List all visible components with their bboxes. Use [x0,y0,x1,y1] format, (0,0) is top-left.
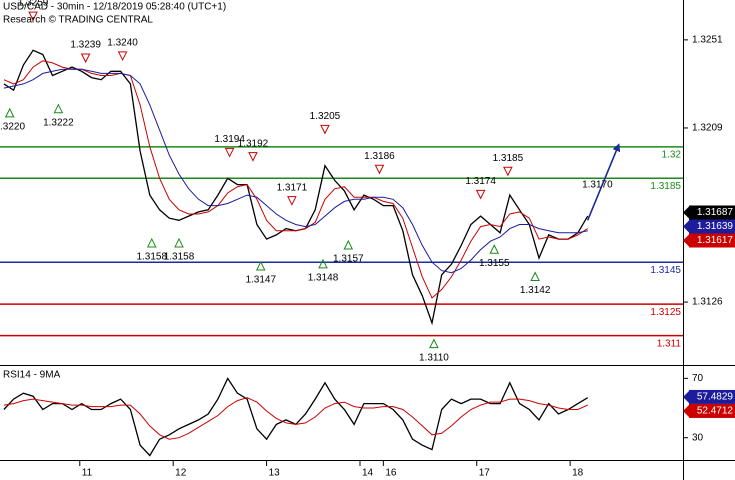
badge-pointer [683,389,690,404]
pivot-label: 1.3155 [479,258,510,269]
y-tick-label: 1.3251 [692,34,723,45]
level-label: 1.32 [662,149,682,160]
value-badge-label: 1.31639 [697,221,734,232]
level-label: 1.3145 [650,265,681,276]
pivot-label: 1.3185 [493,153,524,164]
pivot-label: 1.3192 [238,138,269,149]
pivot-high-marker [28,11,38,22]
rsi-title: RSI14 - 9MA [3,370,61,381]
pivot-low-marker [255,260,266,271]
value-badge-label: 57.4829 [697,392,734,403]
level-label: 1.3125 [650,307,681,318]
plot-area [0,11,683,457]
pivot-high-marker [287,196,297,206]
pivot-label: 1.3240 [107,38,138,49]
pivot-label: 1.3174 [465,176,496,187]
x-tick-label: 18 [572,468,584,479]
y-tick-label: 70 [692,373,704,384]
badge-pointer [683,233,690,248]
value-badge-label: 1.31617 [697,235,734,246]
value-badge [689,403,735,418]
value-badge [689,233,735,248]
pivot-label: 1.3110 [419,352,449,363]
x-tick-label: 11 [82,468,93,479]
target-label: 1.3170 [582,179,613,190]
pivot-low-marker [174,237,184,248]
pivot-label: 1.3147 [245,275,276,286]
pivot-high-marker [503,166,513,177]
pivot-label: 1.3171 [277,182,308,193]
x-tick-label: 13 [269,468,281,479]
pivot-label: 1.3222 [43,117,74,128]
pivot-label: 1.3158 [136,252,167,263]
chart-title: USD/CAD - 30min - 12/18/2019 05:28:40 (U… [3,2,226,13]
badge-pointer [683,403,690,418]
pivot-label: 1.3259 [18,0,49,9]
pivot-low-marker [343,239,354,250]
chart-subtitle: Research © TRADING CENTRAL [3,15,153,26]
forecast-arrow [586,143,621,221]
pivot-high-marker [117,51,128,62]
series-line [3,60,588,299]
level-label: 1.311 [657,338,682,349]
pivot-label: 1.3142 [520,285,551,296]
badge-pointer [683,219,690,234]
level-label: 1.3185 [650,181,681,192]
pivot-low-marker [489,244,500,254]
x-tick-label: 12 [175,468,187,479]
pivot-low-marker [146,237,157,248]
x-tick-label: 14 [362,468,374,479]
pivot-low-marker [53,103,64,114]
pivot-high-marker [224,147,235,158]
pivot-high-marker [80,53,91,64]
pivot-label: 1.3148 [308,273,339,284]
pivot-label: 1.3157 [333,254,364,265]
pivot-high-marker [475,189,486,200]
badge-pointer [683,205,690,220]
value-badge [689,219,735,234]
pivot-low-marker [530,271,540,282]
series-line [3,397,588,440]
pivot-high-marker [320,124,330,135]
value-badge [689,389,735,404]
pivot-label: 1.3239 [70,40,101,51]
x-tick-label: 17 [479,468,491,479]
pivot-label: 1.3205 [310,111,341,122]
series-line [3,68,588,274]
pivot-low-marker [4,107,15,118]
y-tick-label: 1.3209 [692,123,723,134]
pivot-label: 1.3220 [0,122,25,133]
y-tick-label: 1.3126 [692,297,723,308]
x-tick-label: 16 [385,468,397,479]
value-badge-label: 1.31687 [697,207,734,218]
pivot-low-marker [429,338,439,349]
pivot-label: 1.3186 [364,151,395,162]
value-badge-label: 52.4712 [697,406,734,417]
pivot-label: 1.3158 [164,252,195,263]
y-tick-label: 30 [692,432,704,443]
pivot-label: 1.3194 [214,134,245,145]
pivot-high-marker [248,152,258,162]
value-badge [689,205,735,220]
pivot-low-marker [318,258,328,269]
pivot-high-marker [374,164,385,175]
